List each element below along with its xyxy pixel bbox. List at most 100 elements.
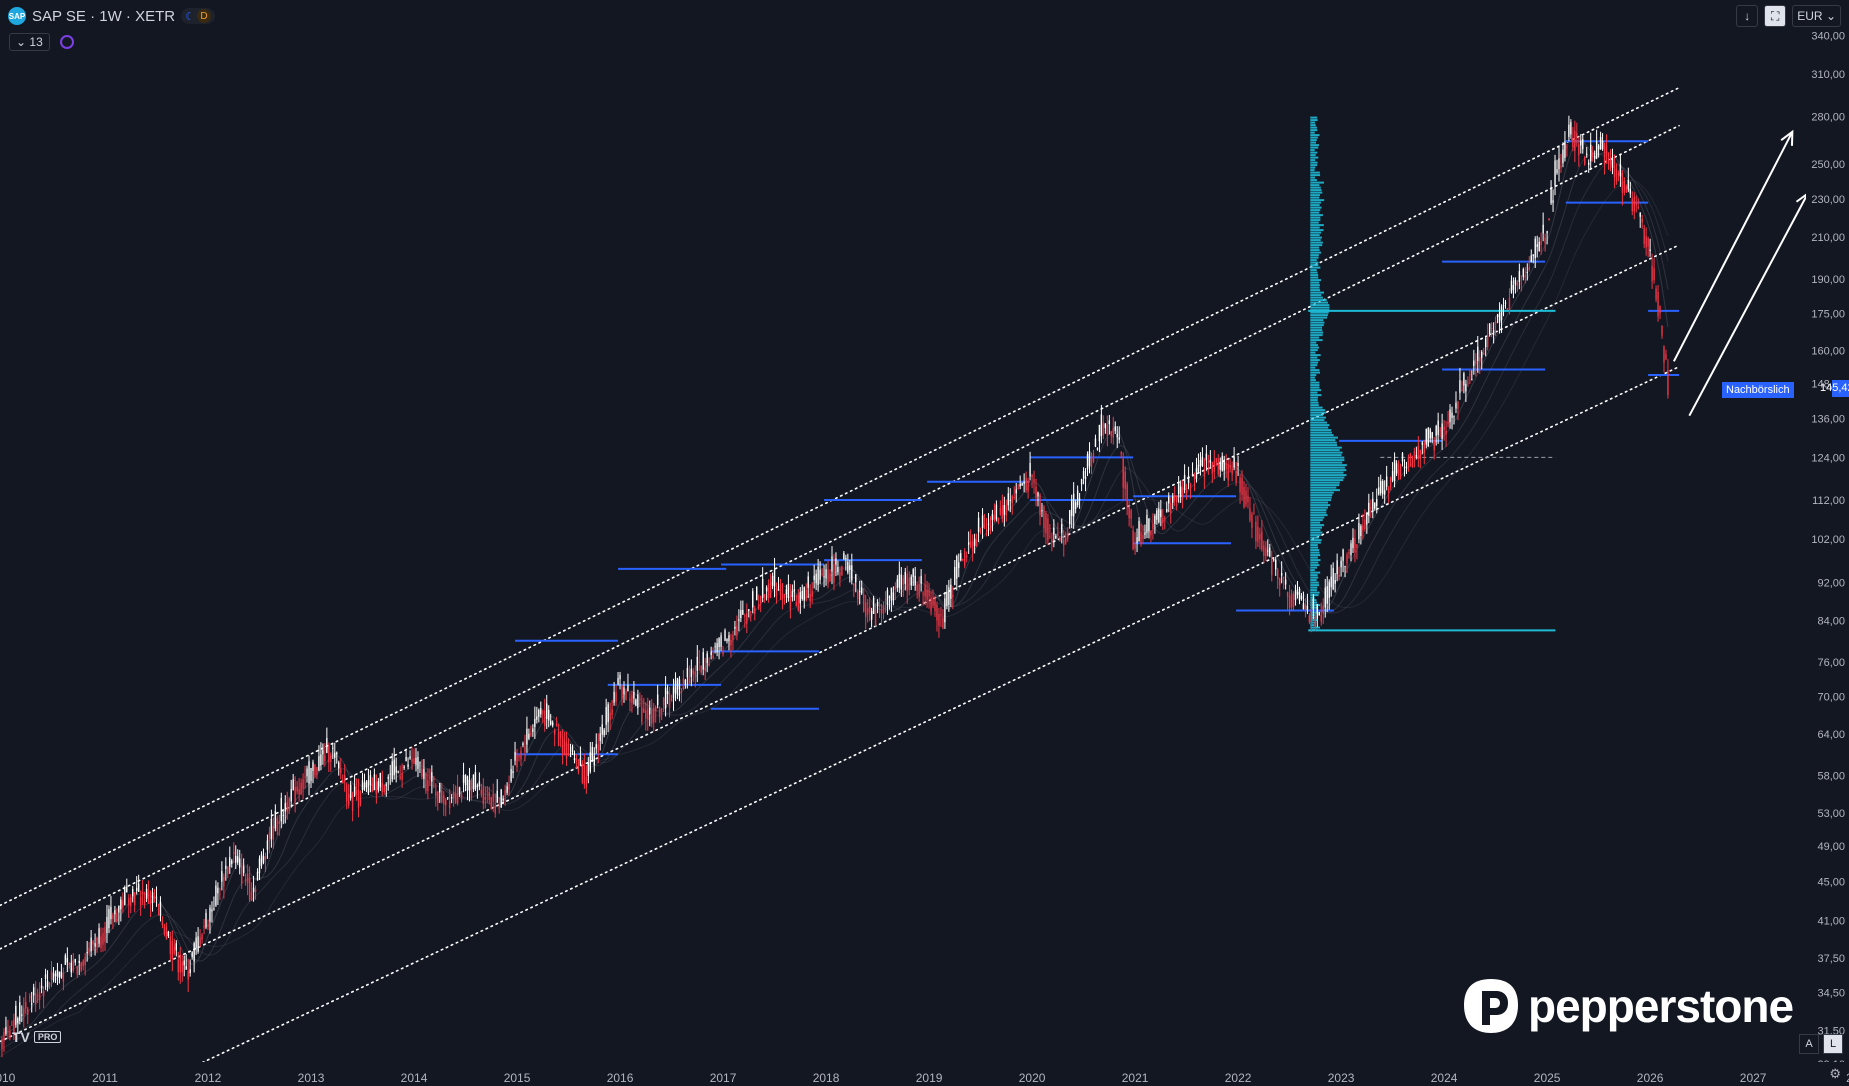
symbol-header[interactable]: SAP SAP SE · 1W · XETR ☾ D <box>8 5 215 27</box>
candle-body <box>993 515 996 521</box>
candle-body <box>918 583 920 597</box>
candle-body <box>1542 224 1544 234</box>
volume-profile-bar <box>1310 414 1323 417</box>
candle-body <box>474 772 477 790</box>
volume-profile-bar <box>1310 476 1345 479</box>
volume-profile-bar <box>1310 356 1318 359</box>
candle-body <box>1166 509 1168 512</box>
candle-body <box>104 927 106 943</box>
candle-body <box>1124 471 1126 489</box>
candle-body <box>954 566 956 586</box>
price-tick-label: 37,50 <box>1817 953 1845 965</box>
candle-body <box>1088 451 1091 467</box>
candle-body <box>371 783 374 791</box>
volume-profile-bar <box>1310 331 1324 334</box>
candle-body <box>1516 282 1519 286</box>
volume-profile-bar <box>1310 544 1318 547</box>
currency-selector[interactable]: EUR ⌄ <box>1792 5 1841 27</box>
candle-body <box>565 742 568 759</box>
volume-profile-bar <box>1310 586 1318 589</box>
log-scale-button[interactable]: L <box>1823 1034 1843 1054</box>
candle-body <box>1451 412 1453 418</box>
fullscreen-button[interactable]: ⛶ <box>1764 5 1787 27</box>
volume-profile-bar <box>1310 256 1319 259</box>
volume-profile-bar <box>1310 566 1318 569</box>
time-tick-label: 2010 <box>0 1071 16 1085</box>
candle-body <box>114 910 116 915</box>
candle-body <box>1102 422 1105 436</box>
time-tick-label: 2027 <box>1740 1071 1767 1085</box>
candle-body <box>690 668 693 677</box>
candle-body <box>205 912 207 928</box>
candle-body <box>593 755 595 765</box>
gear-icon[interactable]: ⚙ <box>1829 1066 1841 1081</box>
tradingview-logo[interactable]: TV PRO <box>12 1029 62 1045</box>
price-tick-label: 34,50 <box>1817 988 1845 1000</box>
indicator-loading-icon <box>59 35 74 49</box>
candle-body <box>1518 271 1521 282</box>
candle-body <box>605 707 607 725</box>
volume-profile-bar <box>1310 386 1320 389</box>
candle-body <box>896 579 899 588</box>
indicators-row: ⌄ 13 <box>9 33 74 51</box>
candle-body <box>845 558 847 560</box>
candle-body <box>254 889 257 892</box>
candle-body <box>1080 479 1083 485</box>
candle-body <box>322 750 324 755</box>
candle-body <box>21 1014 23 1016</box>
candle-body <box>288 798 290 811</box>
candle-body <box>1084 476 1087 480</box>
candle-body <box>720 635 722 647</box>
candle-body <box>78 960 80 963</box>
candle-body <box>135 887 138 891</box>
candle-body <box>1074 502 1077 509</box>
candle-body <box>654 707 657 711</box>
candle-body <box>789 596 792 610</box>
candle-body <box>1324 587 1326 608</box>
download-button[interactable]: ↓ <box>1736 5 1759 27</box>
volume-profile-bar <box>1310 306 1330 309</box>
volume-profile-bar <box>1310 509 1327 512</box>
candle-body <box>827 569 829 584</box>
candle-body <box>42 990 45 997</box>
volume-profile-bar <box>1310 556 1318 559</box>
volume-profile-bar <box>1310 511 1327 514</box>
candle-body <box>710 651 712 656</box>
candle-body <box>1397 469 1400 476</box>
candle-body <box>484 797 487 800</box>
market-status-badge[interactable]: ☾ D <box>181 8 215 24</box>
candle-body <box>1306 605 1309 610</box>
candle-body <box>132 889 134 897</box>
candle-body <box>25 1001 27 1009</box>
candle-body <box>1584 157 1586 165</box>
volume-profile-bar <box>1310 494 1333 497</box>
candle-body <box>1572 137 1574 148</box>
sap-logo-icon: SAP <box>8 7 26 25</box>
volume-profile-bar <box>1310 624 1315 627</box>
candle-body <box>94 943 96 947</box>
candle-body <box>637 694 639 709</box>
candle-body <box>726 638 728 642</box>
time-tick-label: 2012 <box>195 1071 222 1085</box>
candle-body <box>1409 453 1412 458</box>
candle-body <box>831 556 833 572</box>
candle-body <box>353 786 356 796</box>
candle-body <box>126 886 128 893</box>
candle-body <box>1156 510 1158 520</box>
candle-body <box>1096 448 1099 450</box>
currency-label: EUR <box>1797 9 1823 23</box>
candle-body <box>1263 545 1265 556</box>
volume-profile-bar <box>1310 531 1323 534</box>
candle-body <box>361 780 364 790</box>
candle-body <box>80 962 82 971</box>
candle-body <box>1372 498 1374 510</box>
candle-body <box>1172 496 1174 503</box>
auto-scale-button[interactable]: A <box>1799 1034 1819 1054</box>
candle-body <box>807 576 809 588</box>
candle-body <box>191 952 193 958</box>
candle-body <box>1019 483 1021 487</box>
candle-body <box>470 780 473 799</box>
indicators-toggle-button[interactable]: ⌄ 13 <box>9 33 50 51</box>
candle-body <box>30 1003 33 1005</box>
